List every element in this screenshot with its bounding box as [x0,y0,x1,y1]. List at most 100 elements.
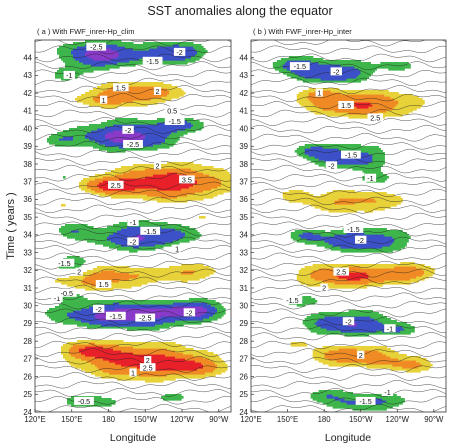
anomaly-cell [111,190,114,193]
anomaly-cell [113,366,116,369]
anomaly-cell [139,180,142,183]
anomaly-cell [135,138,138,141]
anomaly-cell [69,132,72,135]
anomaly-cell [153,322,156,325]
anomaly-cell [137,86,140,89]
anomaly-cell [129,52,132,55]
anomaly-cell [119,178,122,181]
anomaly-cell [137,130,140,133]
anomaly-cell [127,54,130,57]
anomaly-cell [113,146,116,149]
anomaly-cell [93,364,96,367]
anomaly-cell [55,314,58,317]
anomaly-cell [57,140,60,143]
anomaly-cell [109,128,112,131]
anomaly-cell [75,50,78,53]
anomaly-cell [117,148,120,151]
anomaly-cell [71,302,74,305]
anomaly-cell [67,300,70,303]
anomaly-cell [141,60,144,63]
anomaly-cell [69,310,72,313]
anomaly-cell [55,74,58,77]
anomaly-cell [157,356,160,359]
anomaly-cell [129,98,132,101]
anomaly-cell [149,348,152,351]
anomaly-cell [141,222,144,225]
anomaly-cell [87,182,90,185]
anomaly-cell [85,276,88,279]
anomaly-cell [105,186,108,189]
anomaly-cell [115,244,118,247]
anomaly-cell [125,104,128,107]
anomaly-cell [79,140,82,143]
anomaly-cell [153,380,156,383]
anomaly-cell [147,84,150,87]
anomaly-cell [109,88,112,91]
anomaly-cell [151,350,154,353]
anomaly-cell [69,266,72,269]
anomaly-cell [85,364,88,367]
anomaly-cell [149,100,152,103]
anomaly-cell [139,86,142,89]
anomaly-cell [153,178,156,181]
anomaly-cell [143,236,146,239]
anomaly-cell [79,66,82,69]
anomaly-cell [63,302,66,305]
anomaly-cell [91,286,94,289]
anomaly-cell [79,404,82,407]
anomaly-cell [145,52,148,55]
anomaly-cell [155,376,158,379]
anomaly-cell [115,168,118,171]
anomaly-cell [105,400,108,403]
anomaly-cell [103,146,106,149]
anomaly-cell [65,314,68,317]
anomaly-cell [105,340,108,343]
anomaly-cell [131,88,134,91]
anomaly-cell [147,300,150,303]
anomaly-cell [101,300,104,303]
anomaly-cell [77,44,80,47]
anomaly-cell [119,358,122,361]
anomaly-cell [129,190,132,193]
anomaly-cell [99,300,102,303]
anomaly-cell [77,360,80,363]
anomaly-cell [89,276,92,279]
anomaly-cell [121,104,124,107]
anomaly-cell [85,50,88,53]
anomaly-cell [57,48,60,51]
anomaly-cell [119,42,122,45]
anomaly-cell [109,370,112,373]
anomaly-cell [137,372,140,375]
anomaly-cell [115,94,118,97]
anomaly-cell [119,354,122,357]
anomaly-cell [141,122,144,125]
anomaly-cell [101,138,104,141]
anomaly-cell [133,310,136,313]
anomaly-cell [149,342,152,345]
anomaly-cell [91,50,94,53]
anomaly-cell [143,168,146,171]
anomaly-cell [133,60,136,63]
anomaly-cell [133,170,136,173]
anomaly-cell [71,278,74,281]
anomaly-cell [143,124,146,127]
anomaly-cell [99,66,102,69]
anomaly-cell [141,350,144,353]
anomaly-cell [77,304,80,307]
anomaly-cell [113,226,116,229]
anomaly-cell [101,40,104,43]
anomaly-cell [139,170,142,173]
anomaly-cell [147,352,150,355]
anomaly-cell [93,232,96,235]
anomaly-cell [83,62,86,65]
anomaly-cell [133,356,136,359]
anomaly-cell [145,176,148,179]
anomaly-cell [113,58,116,61]
anomaly-cell [95,184,98,187]
anomaly-cell [121,378,124,381]
anomaly-cell [77,54,80,57]
anomaly-cell [107,308,110,311]
anomaly-cell [135,306,138,309]
anomaly-cell [89,62,92,65]
anomaly-cell [135,182,138,185]
